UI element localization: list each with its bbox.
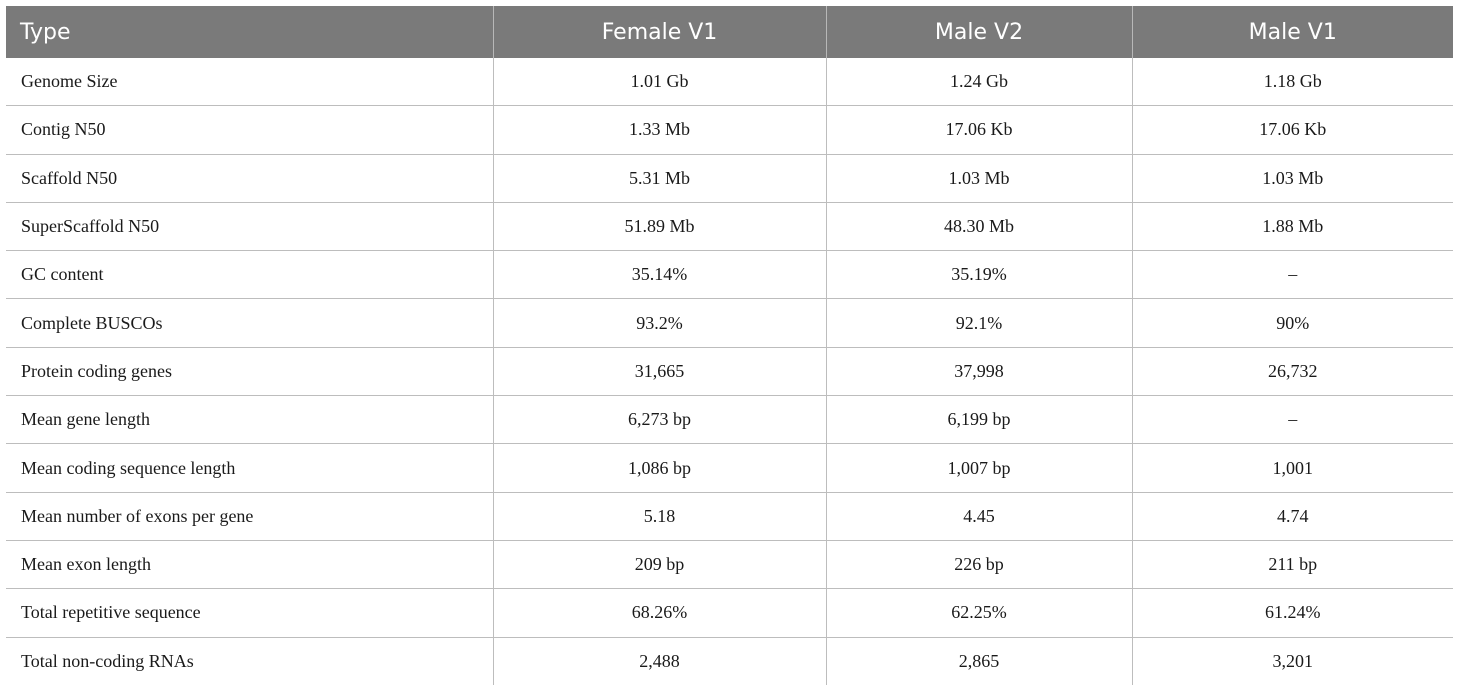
header-row: Type Female V1 Male V2 Male V1 [6,6,1453,58]
female-v1-cell: 6,273 bp [493,395,827,445]
table-header: Type Female V1 Male V2 Male V1 [6,6,1453,58]
table-row: Genome Size 1.01 Gb 1.24 Gb 1.18 Gb [6,58,1453,107]
row-label: Mean exon length [6,540,494,590]
male-v1-cell: 1,001 [1132,443,1453,493]
male-v2-cell: 17.06 Kb [826,105,1133,155]
male-v2-cell: 226 bp [826,540,1133,590]
female-v1-cell: 5.18 [493,492,827,541]
table-row: Mean exon length 209 bp 226 bp 211 bp [6,540,1453,590]
genome-stats-table: Type Female V1 Male V2 Male V1 Genome Si… [6,6,1453,685]
male-v1-cell: 211 bp [1132,540,1453,590]
table-row: Mean number of exons per gene 5.18 4.45 4.7… [6,492,1453,541]
male-v2-cell: 62.25% [826,588,1133,638]
male-v1-cell: 61.24% [1132,588,1453,638]
male-v1-cell: 1.18 Gb [1132,58,1453,107]
table-row: Total non-coding RNAs 2,488 2,865 3,201 [6,637,1453,685]
male-v1-cell: 17.06 Kb [1132,105,1453,155]
table-row: Scaffold N50 5.31 Mb 1.03 Mb 1.03 Mb [6,154,1453,203]
male-v2-cell: 1,007 bp [826,443,1133,493]
header-male-v2: Male V2 [826,6,1133,58]
row-label: SuperScaffold N50 [6,202,494,252]
header-male-v1: Male V1 [1132,6,1453,58]
row-label: Contig N50 [6,105,494,155]
table-row: Contig N50 1.33 Mb 17.06 Kb 17.06 Kb [6,105,1453,155]
table-row: GC content 35.14% 35.19% – [6,250,1453,300]
male-v2-cell: 48.30 Mb [826,202,1133,252]
table-body: Genome Size 1.01 Gb 1.24 Gb 1.18 Gb Contig N… [6,58,1453,685]
table-row: Mean coding sequence length 1,086 bp 1,007… [6,443,1453,493]
row-label: Protein coding genes [6,347,494,397]
female-v1-cell: 1,086 bp [493,443,827,493]
male-v1-cell: 1.88 Mb [1132,202,1453,252]
female-v1-cell: 1.33 Mb [493,105,827,155]
female-v1-cell: 209 bp [493,540,827,590]
table-row: SuperScaffold N50 51.89 Mb 48.30 Mb 1.88 Mb [6,202,1453,252]
male-v1-cell: 3,201 [1272,650,1314,671]
male-v2-cell: 4.45 [826,492,1133,541]
table-row: Complete BUSCOs 93.2% 92.1% 90% [6,298,1453,348]
female-v1-cell: 1.01 Gb [493,58,827,107]
male-v1-cell: 26,732 [1132,347,1453,397]
row-label: GC content [6,250,494,300]
table-row: Total repetitive sequence 68.26% 62.25% 61.… [6,588,1453,638]
row-label: Mean number of exons per gene [6,492,494,541]
female-v1-cell: 93.2% [493,298,827,348]
female-v1-cell: 5.31 Mb [493,154,827,203]
row-label: Total repetitive sequence [6,588,494,638]
male-v2-cell: 1.03 Mb [826,154,1133,203]
male-v2-cell: 37,998 [826,347,1133,397]
male-v2-cell: 2,865 [826,637,1133,685]
male-v1-cell: – [1132,395,1453,445]
female-v1-cell: 68.26% [493,588,827,638]
header-type: Type [6,6,494,58]
male-v1-cell: 1.03 Mb [1132,154,1453,203]
female-v1-cell: 31,665 [493,347,827,397]
male-v2-cell: 1.24 Gb [826,58,1133,107]
male-v1-cell: 4.74 [1132,492,1453,541]
female-v1-cell: 51.89 Mb [493,202,827,252]
row-label: Total non-coding RNAs [6,637,494,685]
table-row: Mean gene length 6,273 bp 6,199 bp – [6,395,1453,445]
table-row: Protein coding genes 31,665 37,998 26,732 [6,347,1453,397]
male-v1-cell: – [1132,250,1453,300]
row-label: Scaffold N50 [6,154,494,203]
male-v1-cell: 90% [1132,298,1453,348]
row-label: Complete BUSCOs [6,298,494,348]
genome-stats-table-container: Type Female V1 Male V2 Male V1 Genome Si… [6,6,1453,685]
row-label: Mean gene length [6,395,494,445]
female-v1-cell: 2,488 [493,637,827,685]
header-female-v1: Female V1 [493,6,827,58]
row-label: Mean coding sequence length [6,443,494,493]
female-v1-cell: 35.14% [493,250,827,300]
male-v2-cell: 6,199 bp [826,395,1133,445]
male-v2-cell: 92.1% [826,298,1133,348]
row-label: Genome Size [6,58,494,107]
male-v2-cell: 35.19% [826,250,1133,300]
